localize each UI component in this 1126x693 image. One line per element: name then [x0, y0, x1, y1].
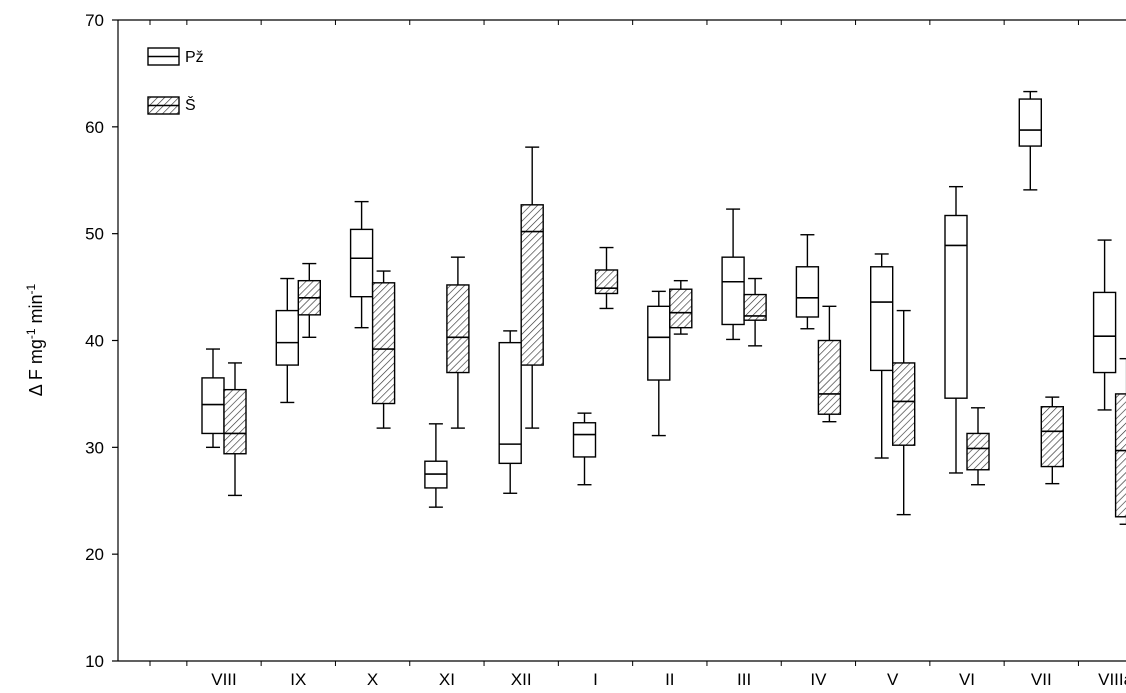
box-iqr: [520, 204, 544, 366]
x-axis-ticks: VIIIIXXXIXIIIIIIIIIVVVIVIIVIIIa: [149, 20, 1126, 689]
legend: Pž Š: [147, 47, 204, 115]
x-tick-label: VII: [1031, 670, 1052, 689]
box-iqr: [669, 288, 693, 329]
box-I: [572, 412, 597, 486]
x-tick-label: II: [665, 670, 674, 689]
x-tick-label: XII: [511, 670, 532, 689]
box-iqr: [743, 293, 767, 321]
box-VI: [966, 407, 990, 486]
y-tick-label: 50: [85, 225, 104, 244]
box-XI: [424, 423, 448, 508]
box-iqr: [892, 362, 916, 446]
y-tick-label: 70: [85, 11, 104, 30]
box-IV: [817, 305, 842, 423]
x-tick-label: VIII: [211, 670, 237, 689]
box-iqr: [870, 266, 894, 372]
x-tick-label: I: [593, 670, 598, 689]
y-tick-label: 60: [85, 118, 104, 137]
box-VI: [944, 185, 968, 474]
box-XII: [498, 330, 522, 494]
y-tick-label: 10: [85, 652, 104, 671]
box-iqr: [223, 388, 247, 455]
box-III: [743, 277, 767, 347]
box-iqr: [1040, 406, 1065, 468]
box-IX: [297, 262, 321, 338]
y-tick-label: 30: [85, 438, 104, 457]
x-tick-label: VIIIa: [1098, 670, 1126, 689]
box-V: [870, 253, 894, 459]
x-tick-label: XI: [439, 670, 455, 689]
box-IX: [275, 277, 299, 404]
box-iqr: [647, 305, 671, 381]
box-iqr: [817, 339, 842, 415]
series-s: [223, 146, 1126, 525]
box-I: [594, 246, 619, 310]
x-tick-label: VI: [959, 670, 975, 689]
box-iqr: [498, 341, 522, 465]
box-iqr: [721, 256, 745, 326]
box-iqr: [446, 284, 470, 374]
box-X: [371, 270, 396, 429]
box-V: [892, 309, 916, 516]
y-axis-label: Δ F mg-1 min-1: [24, 283, 46, 396]
box-iqr: [594, 269, 619, 295]
box-iqr: [1092, 291, 1117, 374]
box-iqr: [966, 432, 990, 471]
x-tick-label: IV: [810, 670, 827, 689]
x-tick-label: V: [887, 670, 899, 689]
box-II: [669, 279, 693, 335]
box-VIIIa: [1114, 357, 1126, 525]
box-iqr: [371, 282, 396, 405]
box-iqr: [944, 214, 968, 399]
box-VIII: [223, 362, 247, 497]
box-series: [201, 90, 1126, 525]
box-VIIIa: [1092, 239, 1117, 411]
y-tick-label: 20: [85, 545, 104, 564]
box-II: [647, 290, 671, 437]
series-pz: [201, 90, 1117, 508]
y-tick-label: 40: [85, 332, 104, 351]
box-III: [721, 208, 745, 341]
box-IV: [795, 234, 820, 330]
box-iqr: [349, 228, 374, 298]
box-iqr: [795, 266, 820, 318]
x-tick-label: IX: [290, 670, 306, 689]
box-VII: [1040, 396, 1065, 485]
x-tick-label: X: [367, 670, 378, 689]
box-iqr: [572, 422, 597, 458]
legend-label-s: Š: [185, 95, 196, 114]
box-X: [349, 200, 374, 329]
box-iqr: [1114, 393, 1126, 518]
legend-label-pz: Pž: [185, 49, 204, 66]
box-XI: [446, 256, 470, 429]
box-iqr: [275, 309, 299, 366]
box-XII: [520, 146, 544, 429]
x-tick-label: III: [737, 670, 751, 689]
box-VIII: [201, 348, 225, 449]
box-iqr: [1018, 98, 1042, 147]
box-iqr: [201, 377, 225, 435]
y-axis-ticks: 10 20 30 40 50 60 70: [85, 11, 118, 671]
axes: [117, 19, 1126, 662]
box-VII: [1018, 90, 1042, 191]
